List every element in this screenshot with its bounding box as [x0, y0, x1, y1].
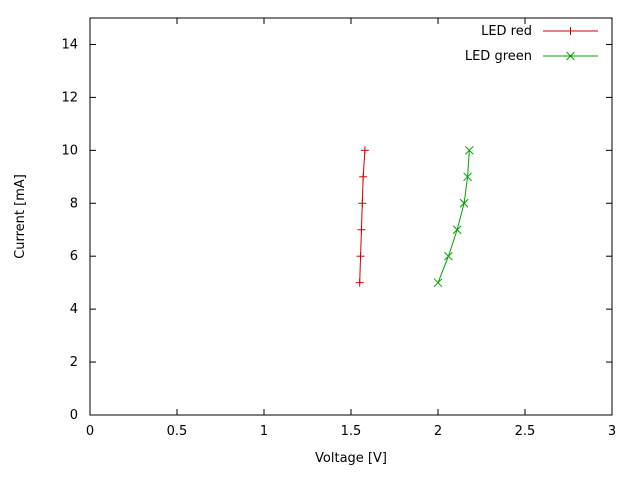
- x-tick-label: 2: [434, 424, 442, 439]
- series-marker-red: [357, 225, 366, 234]
- y-tick-label: 10: [61, 143, 78, 158]
- x-axis-label: Voltage [V]: [315, 451, 387, 466]
- y-tick-label: 14: [61, 37, 78, 52]
- series-marker-green: [433, 278, 443, 288]
- y-axis-label: Current [mA]: [13, 174, 28, 259]
- x-tick-label: 1.5: [341, 424, 362, 439]
- series-marker-red: [358, 199, 367, 208]
- series-marker-green: [452, 225, 462, 235]
- x-tick-label: 3: [608, 424, 616, 439]
- x-tick-label: 1: [260, 424, 268, 439]
- legend-label-green: LED green: [465, 49, 532, 64]
- series-line-red: [359, 150, 366, 283]
- legend-label-red: LED red: [481, 24, 532, 39]
- series-marker-green: [459, 198, 469, 208]
- y-tick-label: 2: [70, 355, 78, 370]
- series-marker-red: [359, 172, 368, 181]
- y-tick-label: 4: [70, 302, 78, 317]
- legend-sample-marker: [566, 51, 575, 61]
- series-marker-red: [355, 278, 364, 287]
- y-tick-label: 6: [70, 249, 78, 264]
- series-marker-green: [463, 172, 472, 182]
- series-line-green: [437, 150, 470, 283]
- series-marker-red: [356, 252, 365, 261]
- series-marker-green: [464, 145, 474, 155]
- x-tick-label: 2.5: [515, 424, 536, 439]
- y-tick-label: 0: [70, 408, 78, 423]
- x-tick-label: 0: [86, 424, 94, 439]
- y-tick-label: 8: [70, 196, 78, 211]
- x-tick-label: 0.5: [167, 424, 188, 439]
- series-marker-green: [444, 251, 453, 261]
- y-tick-label: 12: [61, 90, 78, 105]
- series-marker-red: [360, 146, 369, 155]
- plot-border: [89, 17, 613, 416]
- legend-sample-marker: [566, 27, 575, 35]
